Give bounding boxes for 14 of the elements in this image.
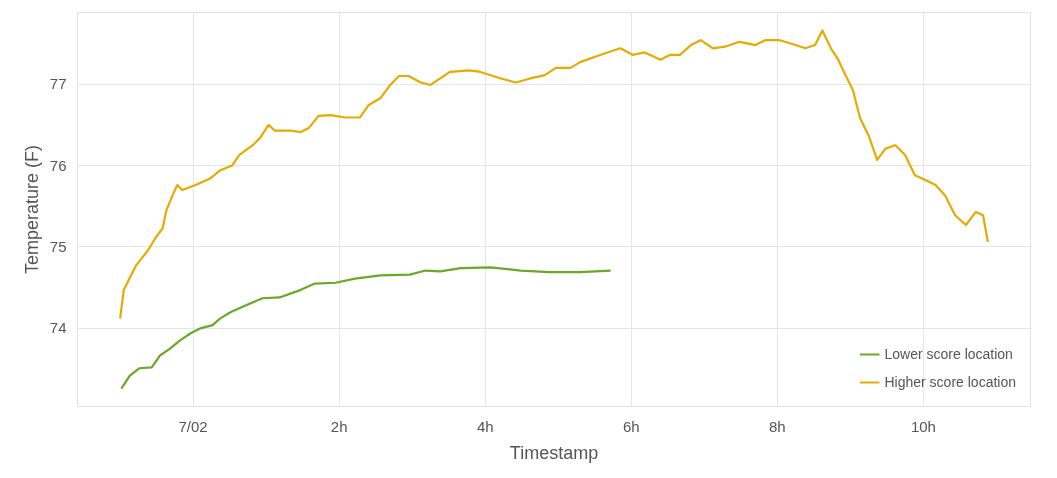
legend-label: Lower score location — [884, 346, 1013, 362]
x-tick-label: 8h — [769, 417, 786, 435]
x-axis-title: Timestamp — [509, 442, 599, 463]
x-tick-label: 7/02 — [178, 417, 208, 435]
x-tick-label: 4h — [476, 417, 494, 435]
legend-label: Higher score location — [884, 374, 1016, 390]
y-tick-label: 76 — [49, 156, 67, 174]
y-tick-label: 74 — [49, 319, 67, 337]
y-tick-label: 75 — [49, 237, 67, 255]
x-tick-label: 6h — [622, 417, 640, 435]
y-axis-title: Temperature (F) — [21, 144, 42, 275]
x-tick-label: 2h — [330, 417, 348, 435]
y-tick-label: 77 — [49, 75, 67, 93]
x-tick-label: 10h — [910, 417, 936, 435]
